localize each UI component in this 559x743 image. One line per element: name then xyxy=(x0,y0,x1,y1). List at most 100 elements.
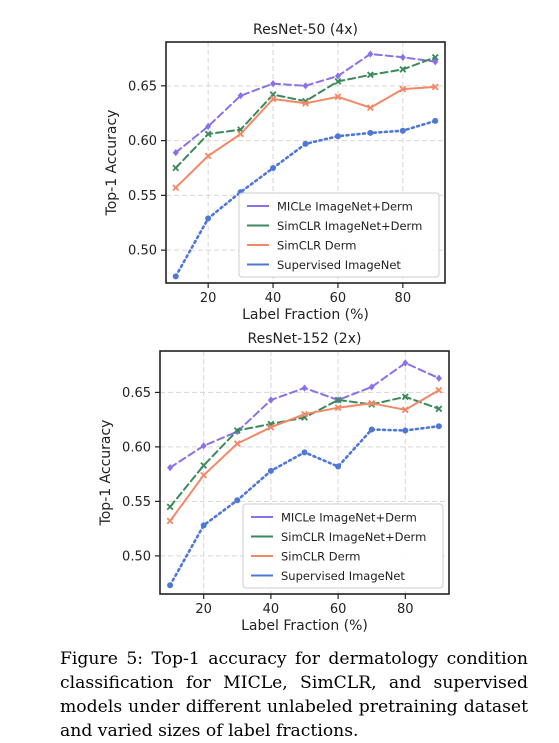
legend-label: MICLe ImageNet+Derm xyxy=(281,511,417,525)
data-point xyxy=(301,410,308,418)
data-point xyxy=(302,82,309,90)
legend-label: Supervised ImageNet xyxy=(281,569,405,583)
data-point xyxy=(267,467,274,474)
x-tick-label: 60 xyxy=(330,291,347,306)
x-axis-label: Label Fraction (%) xyxy=(242,307,369,323)
data-point xyxy=(334,72,341,80)
data-point xyxy=(166,517,174,525)
data-point xyxy=(334,78,342,85)
x-tick-label: 80 xyxy=(397,602,414,617)
data-point xyxy=(367,129,374,136)
legend-label: Supervised ImageNet xyxy=(277,258,401,272)
data-point xyxy=(233,440,241,448)
y-tick-label: 0.65 xyxy=(128,79,157,94)
data-point xyxy=(402,427,409,434)
legend: MICLe ImageNet+Derm SimCLR ImageNet+Derm S… xyxy=(242,503,444,589)
y-tick-label: 0.55 xyxy=(122,495,151,510)
data-point xyxy=(269,95,277,103)
data-point xyxy=(237,92,244,100)
data-point xyxy=(172,164,180,172)
data-point xyxy=(205,215,212,222)
data-point xyxy=(334,404,342,412)
data-point xyxy=(399,65,407,73)
data-point xyxy=(233,427,241,434)
data-point xyxy=(335,463,342,470)
data-point xyxy=(200,522,207,529)
data-point xyxy=(366,71,374,79)
x-tick-label: 20 xyxy=(195,602,212,617)
plot-frame xyxy=(165,41,446,284)
data-point xyxy=(204,130,212,138)
data-point xyxy=(270,80,277,88)
chart-title: ResNet-152 (2x) xyxy=(248,331,362,347)
x-tick-label: 60 xyxy=(330,602,347,617)
data-point xyxy=(399,127,406,134)
data-point xyxy=(399,53,406,61)
legend-label: SimCLR ImageNet+Derm xyxy=(277,219,422,233)
data-point xyxy=(368,383,375,391)
data-point xyxy=(200,442,207,450)
data-point xyxy=(302,99,309,107)
legend-label: SimCLR Derm xyxy=(277,239,356,253)
data-point xyxy=(432,117,439,124)
plot-frame xyxy=(159,350,450,595)
data-point xyxy=(301,449,308,456)
figure-caption: Figure 5: Top-1 accuracy for dermatology… xyxy=(60,649,528,742)
chart-title: ResNet-50 (4x) xyxy=(253,22,358,38)
data-point xyxy=(399,85,407,93)
x-tick-label: 20 xyxy=(200,291,217,306)
data-point xyxy=(435,405,443,413)
y-tick-label: 0.50 xyxy=(122,549,151,564)
data-point xyxy=(172,149,179,157)
data-point xyxy=(237,130,245,138)
data-point xyxy=(167,582,174,589)
legend-label: MICLe ImageNet+Derm xyxy=(277,200,413,214)
chart-1: 20 40 60 80 0.50 0.55 0.60 0.65 ResNet-50 (4x) La… xyxy=(104,22,446,323)
data-point xyxy=(302,140,309,147)
data-point xyxy=(200,471,208,479)
data-point xyxy=(431,83,439,91)
data-point xyxy=(368,426,375,433)
y-axis-label: Top-1 Accuracy xyxy=(104,110,120,217)
figure: 20 40 60 80 0.50 0.55 0.60 0.65 ResNet-50 (4x) La… xyxy=(98,22,450,634)
data-point xyxy=(402,359,409,367)
x-tick-label: 40 xyxy=(263,602,280,617)
data-point xyxy=(200,461,208,469)
x-tick-label: 80 xyxy=(395,291,412,306)
legend-box xyxy=(242,503,444,589)
data-point xyxy=(435,423,442,430)
y-tick-label: 0.60 xyxy=(128,134,157,149)
x-tick-label: 40 xyxy=(265,291,282,306)
legend: MICLe ImageNet+Derm SimCLR ImageNet+Derm S… xyxy=(238,192,440,278)
data-point xyxy=(367,50,374,58)
y-tick-label: 0.55 xyxy=(128,189,157,204)
data-point xyxy=(234,497,241,504)
data-point xyxy=(435,374,442,382)
y-axis-label: Top-1 Accuracy xyxy=(98,420,114,527)
data-point xyxy=(204,152,212,160)
data-point xyxy=(401,406,409,414)
x-axis-label: Label Fraction (%) xyxy=(241,618,368,634)
data-point xyxy=(301,384,308,392)
chart-2: 20 40 60 80 0.50 0.55 0.60 0.65 ResNet-152 (2x) L… xyxy=(98,331,450,634)
data-point xyxy=(431,53,439,61)
data-point xyxy=(435,386,443,394)
data-point xyxy=(172,184,180,192)
data-point xyxy=(172,273,179,280)
y-tick-label: 0.65 xyxy=(122,386,151,401)
data-point xyxy=(334,133,341,140)
data-point xyxy=(270,164,277,171)
data-point xyxy=(401,393,409,401)
data-point xyxy=(167,463,174,472)
data-point xyxy=(366,104,374,112)
data-point xyxy=(334,93,342,101)
y-tick-label: 0.50 xyxy=(128,244,157,259)
legend-label: SimCLR Derm xyxy=(281,550,360,564)
data-point xyxy=(267,396,274,404)
data-point xyxy=(334,396,342,404)
legend-label: SimCLR ImageNet+Derm xyxy=(281,530,426,544)
y-tick-label: 0.60 xyxy=(122,440,151,455)
legend-box xyxy=(238,192,440,278)
data-point xyxy=(267,423,275,431)
data-point xyxy=(368,399,376,407)
